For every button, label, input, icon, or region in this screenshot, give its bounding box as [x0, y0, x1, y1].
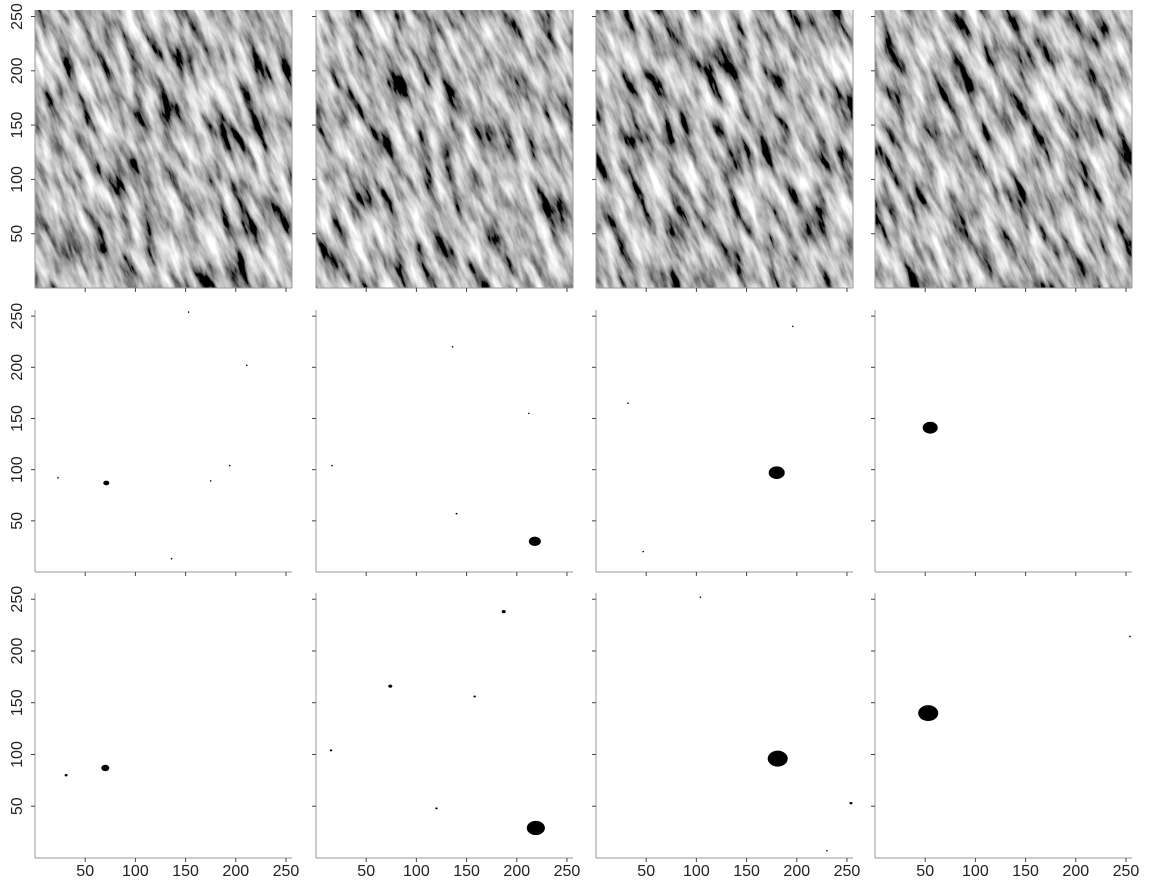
blob	[103, 480, 110, 486]
y-tick-label: 50	[9, 797, 26, 815]
x-tick-label: 250	[1113, 863, 1140, 880]
x-tick-label: 100	[122, 863, 149, 880]
blob	[642, 550, 644, 553]
panel: 50 100 150 200 250	[9, 303, 292, 576]
x-tick-label: 200	[1062, 863, 1089, 880]
x-tick-label: 150	[453, 863, 480, 880]
image-texture	[875, 10, 1132, 288]
blob	[331, 464, 333, 467]
blob	[826, 849, 828, 852]
y-tick-label: 200	[9, 57, 26, 84]
panel	[592, 310, 853, 576]
blob	[501, 610, 506, 614]
image-texture	[35, 10, 292, 288]
blob	[451, 346, 454, 348]
x-tick-label: 250	[554, 863, 581, 880]
panel	[871, 310, 1132, 576]
blob	[918, 705, 939, 722]
x-tick-label: 100	[962, 863, 989, 880]
panel: 50 100 150 200 250	[871, 593, 1139, 880]
x-tick-label: 200	[222, 863, 249, 880]
blob	[101, 764, 110, 772]
y-tick-label: 250	[9, 586, 26, 613]
y-tick-label: 250	[9, 303, 26, 330]
image	[596, 10, 853, 288]
x-tick-label: 200	[783, 863, 810, 880]
y-tick-label: 50	[9, 512, 26, 530]
y-tick-label: 100	[9, 166, 26, 193]
blob	[228, 464, 231, 467]
blob	[455, 512, 458, 515]
blob	[473, 695, 476, 698]
x-tick-label: 250	[834, 863, 861, 880]
x-tick-label: 250	[273, 863, 300, 880]
blob	[767, 750, 788, 767]
blob	[922, 421, 938, 434]
x-tick-label: 200	[503, 863, 530, 880]
x-tick-label: 150	[733, 863, 760, 880]
blob	[64, 773, 68, 777]
panel: 50 100 150 200 250	[592, 593, 860, 880]
blob	[1129, 635, 1131, 638]
panel	[871, 10, 1133, 292]
blob	[209, 480, 212, 482]
y-tick-label: 200	[9, 638, 26, 665]
image	[316, 10, 573, 288]
blob	[768, 466, 785, 480]
panel: 50 100 150 200 250	[9, 3, 293, 292]
x-tick-label: 50	[357, 863, 375, 880]
blob	[388, 684, 393, 688]
panel	[312, 310, 573, 576]
blob	[791, 325, 794, 328]
x-tick-label: 150	[172, 863, 199, 880]
blob	[246, 364, 248, 367]
blob	[627, 402, 629, 404]
blob	[329, 749, 333, 752]
x-tick-label: 50	[637, 863, 655, 880]
y-tick-label: 250	[9, 3, 26, 30]
blob	[528, 412, 530, 415]
x-tick-label: 100	[403, 863, 430, 880]
blob	[526, 820, 545, 836]
image	[875, 10, 1132, 288]
x-tick-label: 100	[683, 863, 710, 880]
blob	[849, 801, 853, 805]
x-tick-label: 50	[916, 863, 934, 880]
y-tick-label: 150	[9, 689, 26, 716]
panel	[592, 10, 854, 292]
blob	[170, 557, 173, 560]
image-texture	[596, 10, 853, 288]
x-tick-label: 150	[1012, 863, 1039, 880]
blob	[435, 807, 438, 810]
panel: 50 100 150 200 250	[312, 593, 580, 880]
blob	[57, 477, 59, 479]
image-texture	[316, 10, 573, 288]
panel	[312, 10, 574, 292]
y-tick-label: 50	[9, 225, 26, 243]
y-tick-label: 100	[9, 741, 26, 768]
y-tick-label: 150	[9, 405, 26, 432]
blob	[528, 536, 541, 547]
blob	[699, 596, 702, 598]
blob	[187, 311, 190, 313]
panel: 50 100 150 200 250 50 100 150 200 250	[9, 586, 299, 880]
x-tick-label: 50	[76, 863, 94, 880]
y-tick-label: 150	[9, 112, 26, 139]
image	[35, 10, 292, 288]
y-tick-label: 100	[9, 456, 26, 483]
y-tick-label: 200	[9, 354, 26, 381]
